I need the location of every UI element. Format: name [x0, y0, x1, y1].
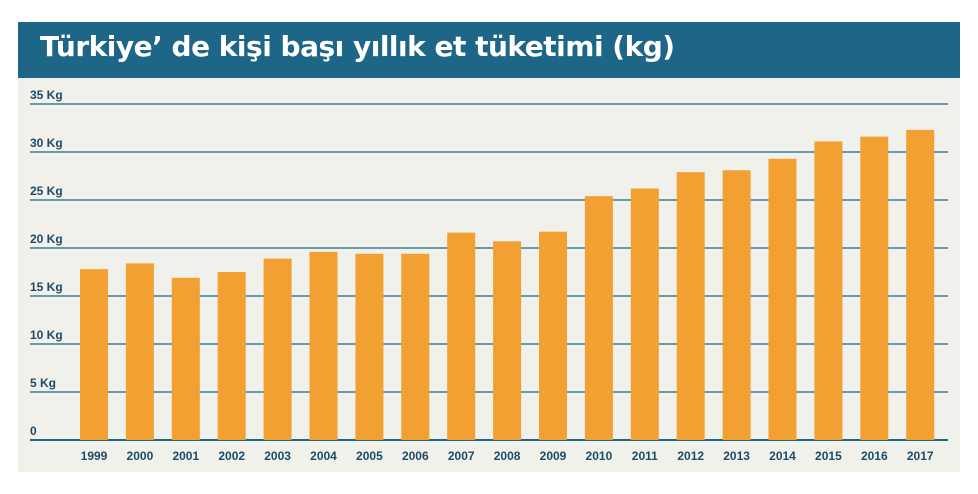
bar-2010 [584, 196, 613, 440]
x-tick-label: 2009 [540, 449, 567, 463]
bar-2014 [768, 158, 797, 440]
bar-1999 [80, 269, 108, 440]
x-tick-label: 2001 [172, 449, 199, 463]
bar-2012 [676, 172, 705, 440]
gridlines [30, 103, 948, 441]
bar-2002 [217, 272, 246, 440]
bar-2011 [630, 188, 659, 440]
bar-2004 [309, 251, 338, 440]
x-tick-label: 2005 [356, 449, 383, 463]
y-tick-label: 15 Kg [30, 280, 63, 294]
bar-2001 [171, 277, 200, 440]
bars [80, 129, 935, 441]
x-tick-label: 1999 [81, 449, 108, 463]
x-tick-label: 2012 [677, 449, 704, 463]
x-tick-label: 2004 [310, 449, 337, 463]
y-tick-label: 35 Kg [30, 88, 63, 102]
x-tick-label: 2007 [448, 449, 475, 463]
bar-2000 [125, 263, 154, 440]
y-tick-label: 10 Kg [30, 328, 63, 342]
bar-2005 [355, 253, 384, 440]
x-tick-label: 2015 [815, 449, 842, 463]
y-axis-labels: 0 5 Kg 10 Kg 15 Kg 20 Kg 25 Kg 30 Kg 35 Kg [30, 88, 63, 438]
y-tick-label: 25 Kg [30, 184, 63, 198]
bar-2017 [906, 129, 935, 441]
bar-2016 [860, 136, 889, 440]
bar-2013 [722, 170, 751, 441]
x-tick-label: 2002 [218, 449, 245, 463]
chart-title: Türkiye’ de kişi başı yıllık et tüketimi… [40, 30, 675, 63]
x-axis-labels: 1999 2000 2001 2002 2003 2004 2005 2006 2007 2008… [81, 449, 934, 463]
bar-2015 [814, 141, 843, 440]
x-tick-label: 2014 [769, 449, 796, 463]
y-tick-label: 0 [30, 424, 37, 438]
x-tick-label: 2006 [402, 449, 429, 463]
x-tick-label: 2010 [586, 449, 613, 463]
bar-2008 [493, 241, 522, 440]
bar-2006 [401, 253, 430, 440]
x-tick-label: 2011 [632, 449, 658, 463]
y-tick-label: 20 Kg [30, 232, 63, 246]
x-tick-label: 2016 [861, 449, 888, 463]
x-tick-label: 2017 [907, 449, 934, 463]
y-tick-label: 30 Kg [30, 136, 63, 150]
bar-2003 [263, 258, 292, 440]
bar-2009 [539, 231, 567, 440]
x-tick-label: 2013 [723, 449, 750, 463]
x-tick-label: 2003 [264, 449, 291, 463]
bar-2007 [447, 232, 476, 440]
x-tick-label: 2008 [494, 449, 521, 463]
y-tick-label: 5 Kg [30, 376, 56, 390]
title-bar: Türkiye’ de kişi başı yıllık et tüketimi… [18, 22, 960, 78]
x-tick-label: 2000 [127, 449, 154, 463]
